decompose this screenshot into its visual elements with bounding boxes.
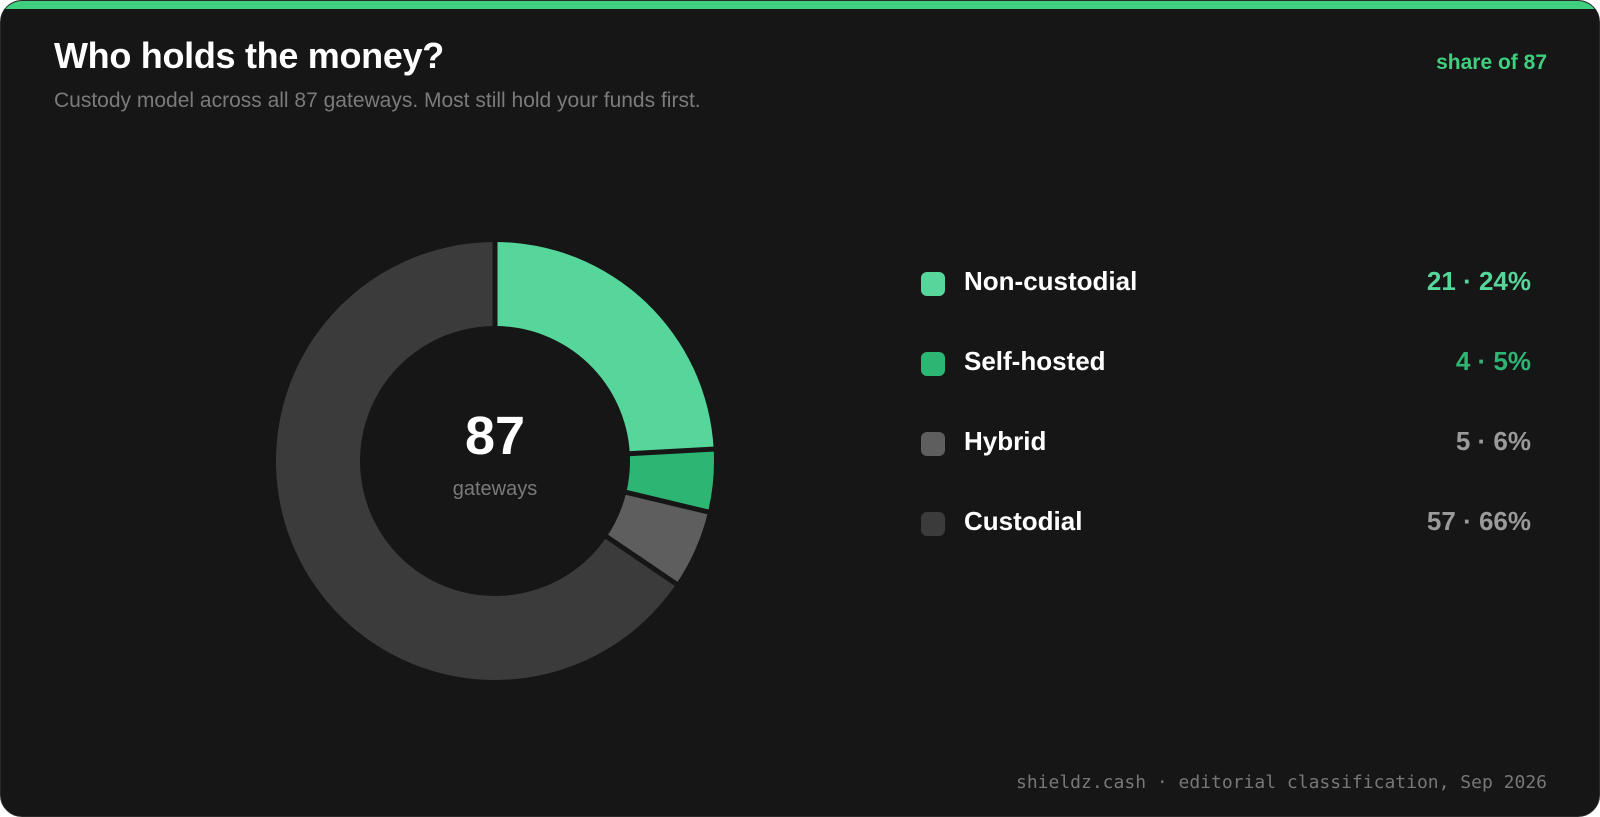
legend-label: Self-hosted — [964, 346, 1106, 376]
legend-swatch — [921, 352, 945, 376]
chart-title: Who holds the money? — [54, 35, 444, 76]
slice-divider — [625, 446, 718, 457]
legend-value: 4 · 5% — [1455, 346, 1531, 376]
legend-swatch — [921, 272, 945, 296]
legend-label: Custodial — [964, 506, 1083, 536]
legend-swatch — [921, 512, 945, 536]
legend-value: 5 · 6% — [1455, 426, 1531, 456]
legend-swatch — [921, 432, 945, 456]
center-label: gateways — [453, 478, 538, 500]
donut-slice-custodial — [276, 242, 677, 680]
legend-item-hybrid: Hybrid 5 · 6% — [921, 416, 1531, 496]
slice-divider — [602, 532, 681, 589]
accent-bar — [1, 1, 1599, 9]
legend-item-self-hosted: Self-hosted 4 · 5% — [921, 336, 1531, 416]
chart-subtitle: Custody model across all 87 gateways. Mo… — [54, 89, 701, 112]
legend-value: 21 · 24% — [1426, 266, 1531, 296]
donut-slices — [276, 241, 718, 680]
legend-label: Non-custodial — [964, 266, 1138, 296]
donut-slice-non-custodial — [495, 242, 714, 454]
share-badge: share of 87 — [1436, 51, 1547, 74]
legend-label: Hybrid — [964, 426, 1047, 456]
legend-item-non-custodial: Non-custodial 21 · 24% — [921, 256, 1531, 336]
donut-chart: 87 gateways — [276, 241, 718, 680]
center-total: 87 — [465, 406, 525, 466]
legend-value: 57 · 66% — [1426, 506, 1531, 536]
legend: Non-custodial 21 · 24% Self-hosted 4 · 5% Hy… — [921, 256, 1531, 576]
donut-slice-hybrid — [606, 492, 708, 584]
source-note: shieldz.cash · editorial classification,… — [1015, 772, 1547, 793]
slice-divider — [621, 489, 713, 516]
legend-item-custodial: Custodial 57 · 66% — [921, 496, 1531, 576]
